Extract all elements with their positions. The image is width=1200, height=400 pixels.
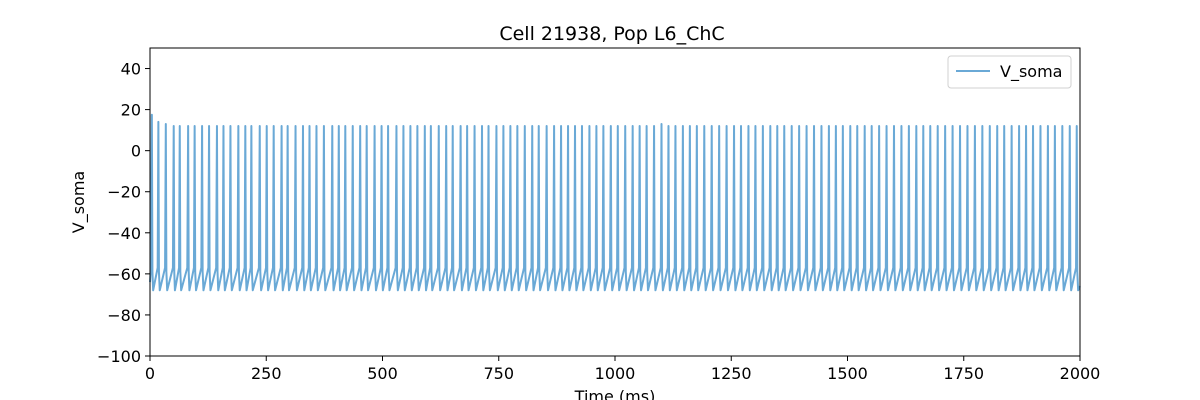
y-axis-label: V_soma — [69, 171, 89, 233]
x-axis-label: Time (ms) — [574, 387, 656, 400]
y-tick-label: −100 — [97, 347, 141, 366]
y-tick-label: −20 — [107, 183, 141, 202]
series-line-v-soma — [149, 113, 1081, 292]
y-axis: −100 −80 −60 −40 −20 0 20 40 — [97, 60, 150, 366]
x-axis: 0 250 500 750 1000 1250 1500 1750 2000 — [145, 356, 1100, 383]
y-tick-label: −80 — [107, 306, 141, 325]
x-tick-label: 2000 — [1060, 364, 1101, 383]
x-tick-label: 500 — [367, 364, 398, 383]
y-tick-label: 40 — [121, 60, 141, 79]
x-tick-label: 0 — [145, 364, 155, 383]
legend-box — [947, 55, 1072, 89]
y-tick-label: 0 — [131, 142, 141, 161]
axes-frame — [150, 48, 1080, 356]
x-tick-label: 250 — [251, 364, 282, 383]
y-tick-label: −40 — [107, 224, 141, 243]
plot-area — [149, 47, 1081, 357]
chart-title: Cell 21938, Pop L6_ChC — [499, 23, 724, 45]
y-tick-label: 20 — [121, 101, 141, 120]
x-tick-label: 1250 — [711, 364, 752, 383]
x-tick-label: 1000 — [595, 364, 636, 383]
legend-label: V_soma — [1000, 62, 1062, 82]
legend: V_soma — [947, 55, 1072, 89]
x-tick-label: 1750 — [943, 364, 984, 383]
series-group — [149, 113, 1081, 292]
x-tick-label: 750 — [483, 364, 514, 383]
x-tick-label: 1500 — [827, 364, 868, 383]
y-tick-label: −60 — [107, 265, 141, 284]
